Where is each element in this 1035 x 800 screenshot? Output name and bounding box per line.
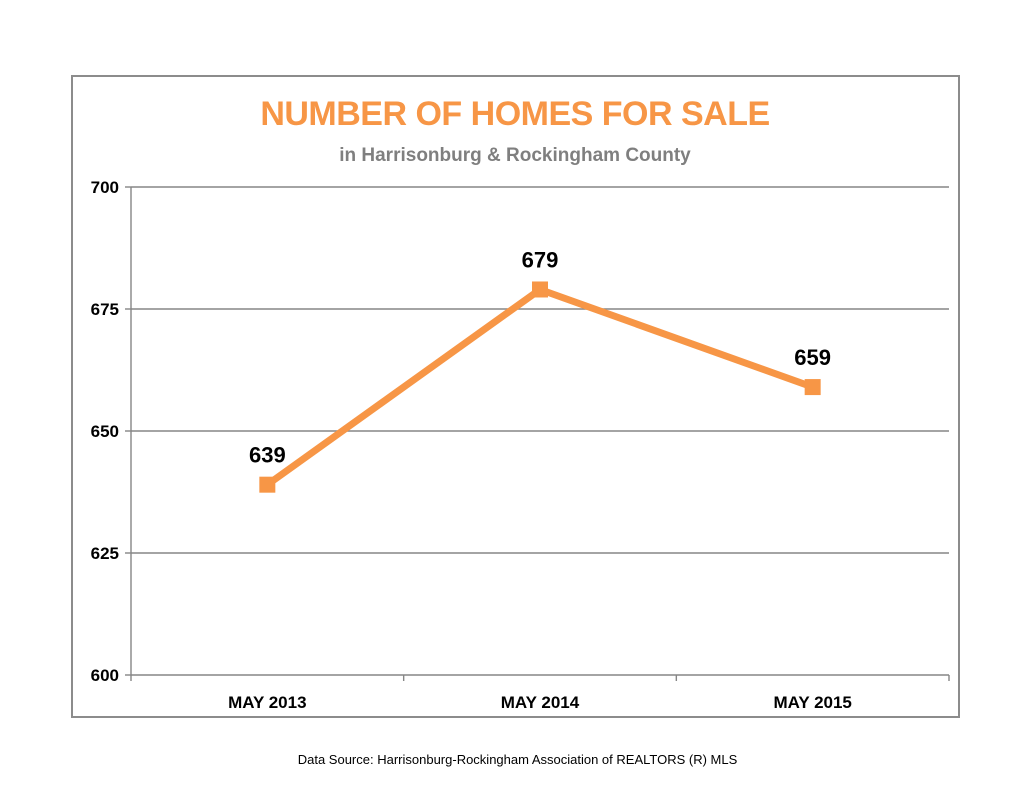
y-tick-label-650: 650 (91, 422, 119, 441)
data-point-marker-0 (259, 476, 276, 493)
y-tick-label-625: 625 (91, 544, 119, 563)
series-line-0 (265, 285, 814, 488)
data-label-0: 639 (249, 443, 286, 468)
chart-frame: NUMBER OF HOMES FOR SALE in Harrisonburg … (71, 75, 960, 718)
data-label-2: 659 (794, 345, 831, 370)
x-tick-label-2: MAY 2015 (773, 693, 851, 712)
y-tick-label-600: 600 (91, 666, 119, 685)
data-point-marker-1 (532, 281, 548, 298)
y-tick-label-700: 700 (91, 178, 119, 197)
x-tick-label-0: MAY 2013 (228, 693, 306, 712)
data-source-note: Data Source: Harrisonburg-Rockingham Ass… (297, 752, 738, 767)
y-tick-label-675: 675 (91, 300, 119, 319)
chart-title: NUMBER OF HOMES FOR SALE (260, 95, 769, 133)
data-label-1: 679 (522, 247, 559, 272)
line-chart: NUMBER OF HOMES FOR SALE in Harrisonburg … (91, 95, 950, 712)
x-tick-label-1: MAY 2014 (501, 693, 580, 712)
chart-subtitle: in Harrisonburg & Rockingham County (339, 145, 691, 166)
data-point-marker-2 (804, 379, 821, 396)
